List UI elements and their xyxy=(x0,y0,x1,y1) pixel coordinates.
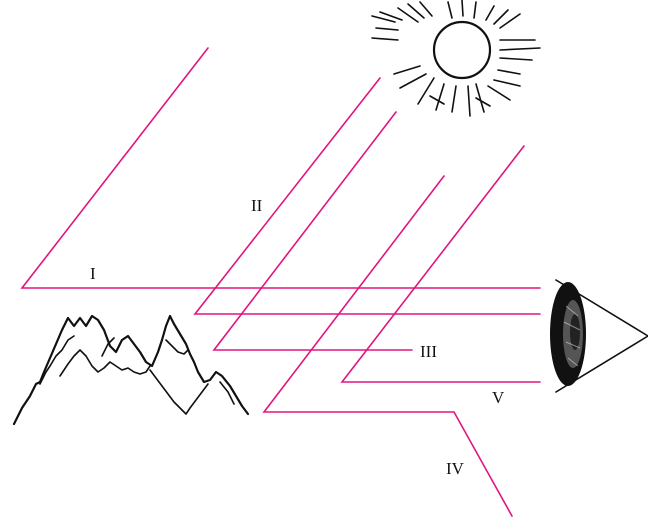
label-path-1: I xyxy=(90,264,96,283)
mountains-icon xyxy=(12,314,250,426)
light-path-2 xyxy=(193,77,541,315)
label-path-5: V xyxy=(492,388,505,407)
light-path-5 xyxy=(340,145,541,383)
eye-icon xyxy=(550,279,648,393)
sun-icon xyxy=(371,0,541,117)
light-path-3 xyxy=(212,111,413,351)
label-path-3: III xyxy=(420,342,437,361)
light-path-1 xyxy=(20,47,541,289)
light-path-4 xyxy=(262,175,513,517)
label-path-4: IV xyxy=(446,459,465,478)
label-path-2: II xyxy=(251,196,263,215)
